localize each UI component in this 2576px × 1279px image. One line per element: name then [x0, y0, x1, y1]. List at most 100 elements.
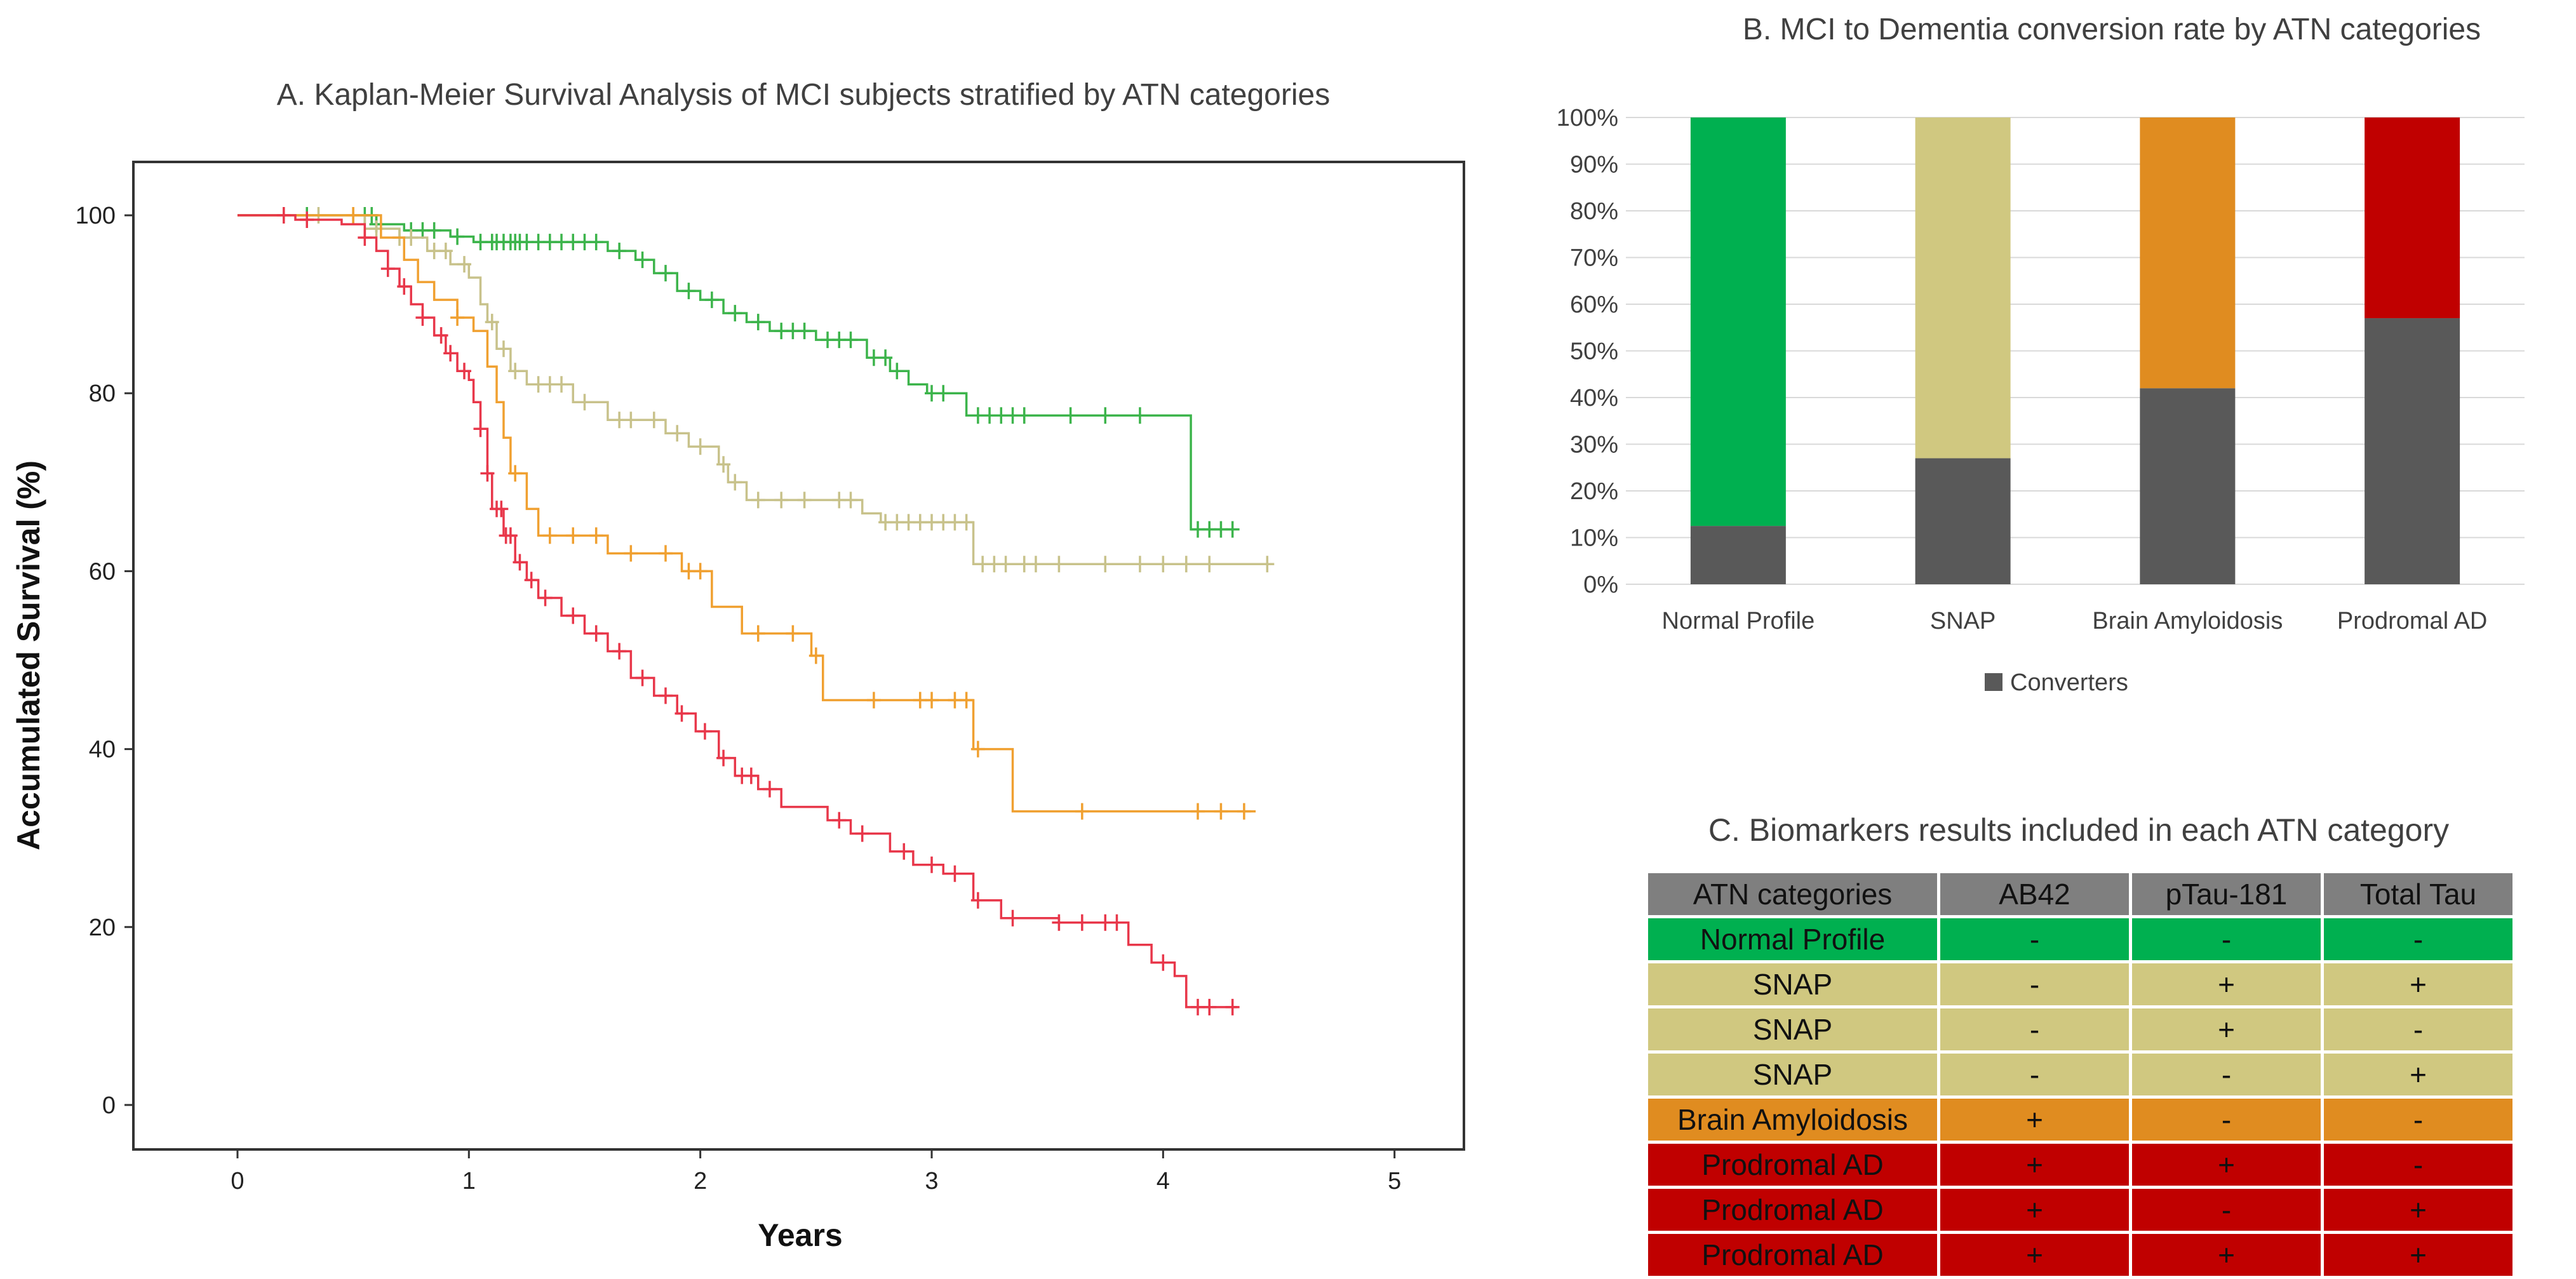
km-censor-mark — [404, 229, 419, 246]
km-censor-mark — [457, 256, 472, 273]
bar-category-label: SNAP — [1930, 608, 1996, 634]
km-censor-mark — [457, 363, 472, 380]
cell-category: Prodromal AD — [1645, 1186, 1940, 1234]
km-censor-mark — [508, 465, 523, 482]
conversion-bar-chart: B. MCI to Dementia conversion rate by AT… — [1557, 13, 2525, 696]
cell-ttau: + — [2321, 1050, 2516, 1099]
km-y-tick-label: 0 — [102, 1092, 116, 1119]
km-censor-mark — [276, 207, 291, 224]
bar-converters-1 — [1915, 458, 2011, 584]
km-censor-mark — [774, 492, 789, 509]
km-y-tick-label: 40 — [89, 737, 116, 763]
km-censor-mark — [443, 345, 458, 362]
cell-ptau: + — [2129, 1141, 2324, 1189]
km-censor-mark — [1156, 954, 1171, 971]
km-censor-mark — [693, 563, 708, 580]
km-censor-mark — [1098, 407, 1113, 424]
bar-y-tick-label: 100% — [1557, 105, 1618, 131]
cell-ab42: + — [1937, 1231, 2132, 1279]
km-title: A. Kaplan-Meier Survival Analysis of MCI… — [277, 78, 1330, 112]
km-x-tick-label: 2 — [694, 1168, 707, 1195]
km-x-tick-label: 1 — [462, 1168, 476, 1195]
km-censor-mark — [647, 412, 661, 429]
km-censor-mark — [577, 394, 592, 411]
km-censor-mark — [485, 314, 499, 331]
km-censor-mark — [612, 643, 627, 660]
cell-category: Prodromal AD — [1645, 1231, 1940, 1279]
bar-converters-0 — [1690, 526, 1786, 584]
km-censor-mark — [624, 545, 638, 562]
km-censor-mark — [589, 234, 603, 251]
km-y-tick-label: 100 — [76, 203, 116, 229]
km-censor-mark — [538, 589, 553, 606]
legend-swatch-converters — [1985, 673, 2002, 691]
km-censor-mark — [1075, 803, 1089, 820]
km-censor-mark — [566, 607, 580, 624]
table-header-row: ATN categories AB42 pTau-181 Total Tau — [1645, 870, 2516, 918]
bar-y-tick-label: 90% — [1570, 152, 1618, 178]
km-censor-mark — [450, 309, 465, 326]
km-censor-mark — [589, 527, 603, 544]
km-censor-mark — [1132, 556, 1147, 573]
km-censor-mark — [1156, 556, 1171, 573]
km-x-tick-label: 4 — [1157, 1168, 1170, 1195]
bar-y-tick-label: 20% — [1570, 478, 1618, 505]
km-censor-mark — [808, 647, 823, 664]
km-censor-mark — [1132, 407, 1147, 424]
km-censor-mark — [878, 349, 893, 366]
bar-y-tick-label: 70% — [1570, 245, 1618, 272]
km-censor-mark — [635, 669, 650, 686]
cell-ptau: + — [2129, 1231, 2324, 1279]
km-censor-mark — [704, 291, 719, 309]
header-total-tau: Total Tau — [2321, 870, 2516, 918]
km-censor-mark — [959, 514, 974, 531]
cell-ttau: - — [2321, 1141, 2516, 1189]
header-ab42: AB42 — [1937, 870, 2132, 918]
km-y-axis-label: Accumulated Survival (%) — [11, 460, 46, 850]
km-censor-mark — [925, 692, 939, 709]
km-x-axis-label: Years — [758, 1217, 842, 1253]
cell-ab42: + — [1937, 1095, 2132, 1144]
cell-category: Normal Profile — [1645, 915, 1940, 963]
km-censor-mark — [970, 892, 985, 909]
km-censor-mark — [346, 207, 361, 224]
km-censor-mark — [670, 425, 685, 442]
km-censor-mark — [1191, 803, 1205, 820]
table-title: C. Biomarkers results included in each A… — [1708, 812, 2450, 848]
km-y-tick-label: 60 — [89, 558, 116, 585]
km-censor-mark — [855, 825, 869, 842]
km-censor-mark — [936, 385, 951, 402]
bar-category-label: Brain Amyloidosis — [2092, 608, 2283, 634]
km-censor-mark — [843, 492, 858, 509]
km-censor-mark — [1028, 556, 1043, 573]
bar-y-tick-label: 0% — [1583, 572, 1618, 598]
bar-non-converters-2 — [2140, 117, 2236, 389]
bar-non-converters-1 — [1915, 117, 2011, 459]
km-censor-mark — [480, 465, 495, 482]
km-censor-mark — [843, 331, 858, 349]
bar-y-tick-label: 40% — [1570, 385, 1618, 412]
km-censor-mark — [890, 363, 904, 380]
cell-ttau: - — [2321, 1005, 2516, 1054]
km-censor-mark — [542, 527, 557, 544]
km-censor-mark — [358, 229, 372, 246]
header-atn-categories: ATN categories — [1645, 870, 1940, 918]
km-censor-mark — [797, 492, 812, 509]
km-censor-mark — [1052, 914, 1066, 931]
bar-non-converters-3 — [2365, 117, 2460, 319]
km-censor-mark — [380, 260, 395, 278]
km-censor-mark — [716, 749, 731, 767]
km-plot-frame — [132, 161, 1465, 1151]
table-row: SNAP - - + — [1645, 1050, 2516, 1099]
cell-ptau: + — [2129, 960, 2324, 1008]
km-censor-mark — [1098, 556, 1113, 573]
km-censor-mark — [866, 692, 881, 709]
km-censor-mark — [1202, 556, 1217, 573]
km-censor-mark — [589, 625, 603, 642]
bar-legend: Converters — [1985, 669, 2128, 696]
km-censor-mark — [897, 843, 911, 860]
km-x-tick-label: 5 — [1388, 1168, 1401, 1195]
cell-category: Brain Amyloidosis — [1645, 1095, 1940, 1144]
bar-y-tick-label: 10% — [1570, 525, 1618, 552]
table-row: Prodromal AD + + + — [1645, 1231, 2516, 1279]
